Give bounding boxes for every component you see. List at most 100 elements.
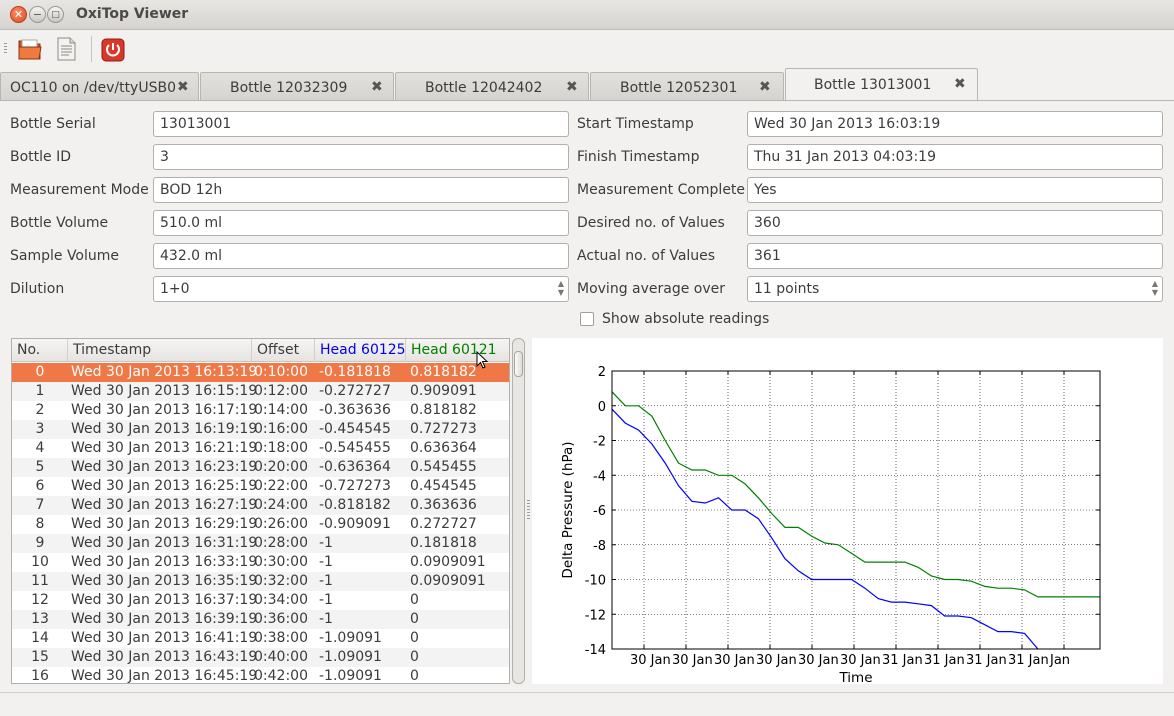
actual-values-field[interactable]: 361	[747, 243, 1163, 269]
table-row[interactable]: 7 Wed 30 Jan 2013 16:27:19 0:24:00 -0.81818…	[12, 496, 509, 515]
readings-table[interactable]: No. Timestamp Offset Head 60125 Head 601…	[11, 338, 510, 684]
dilution-spinbox[interactable]: 1+0 ▲ ▼	[153, 276, 569, 302]
x-tick-label: 31 Jan	[966, 653, 1007, 668]
cell-head-60121: 0.363636	[410, 497, 477, 513]
table-row[interactable]: 5 Wed 30 Jan 2013 16:23:19 0:20:00 -0.63636…	[12, 458, 509, 477]
dilution-spin-arrows-icon[interactable]: ▲ ▼	[557, 279, 565, 297]
finish-timestamp-field[interactable]: Thu 31 Jan 2013 04:03:19	[747, 144, 1163, 170]
tab-close-icon[interactable]: ✖	[759, 79, 771, 95]
moving-average-spin-arrows-icon[interactable]: ▲ ▼	[1151, 279, 1159, 297]
table-row[interactable]: 16 Wed 30 Jan 2013 16:45:19 0:42:00 -1.0909…	[12, 667, 509, 684]
cell-no: 10	[31, 554, 49, 570]
y-tick-label: 0	[598, 400, 606, 415]
bottle-volume-field[interactable]: 510.0 ml	[153, 210, 569, 236]
tab-close-icon[interactable]: ✖	[177, 79, 189, 95]
y-tick-label: -4	[593, 469, 606, 484]
table-row[interactable]: 14 Wed 30 Jan 2013 16:41:19 0:38:00 -1.0909…	[12, 629, 509, 648]
folder-open-icon	[18, 39, 42, 60]
window-minimize-button[interactable]: −	[29, 6, 46, 23]
measurement-complete-label: Measurement Complete	[577, 182, 746, 198]
start-timestamp-label: Start Timestamp	[577, 116, 694, 132]
cell-no: 4	[35, 440, 45, 456]
cell-timestamp: Wed 30 Jan 2013 16:17:19	[71, 402, 258, 418]
bottle-serial-field[interactable]: 13013001	[153, 111, 569, 137]
cell-no: 1	[35, 383, 45, 399]
cell-head-60121: 0	[410, 649, 419, 665]
cell-timestamp: Wed 30 Jan 2013 16:25:19	[71, 478, 258, 494]
cell-head-60121: 0.272727	[410, 516, 477, 532]
tab-bottle-13013001[interactable]: Bottle 13013001 ✖	[785, 68, 978, 101]
sample-volume-field[interactable]: 432.0 ml	[153, 243, 569, 269]
measurement-complete-field[interactable]: Yes	[747, 177, 1163, 203]
cell-offset: 0:36:00	[254, 611, 308, 627]
tab-close-icon[interactable]: ✖	[954, 76, 966, 92]
column-header-offset[interactable]: Offset	[252, 339, 315, 362]
pane-splitter-handle[interactable]	[527, 500, 530, 520]
moving-average-spinbox[interactable]: 11 points ▲ ▼	[747, 276, 1163, 302]
cell-head-60125: -0.727273	[319, 478, 391, 494]
scrollbar-thumb[interactable]	[514, 351, 523, 377]
column-header-timestamp[interactable]: Timestamp	[68, 339, 252, 362]
measurement-mode-field[interactable]: BOD 12h	[153, 177, 569, 203]
start-timestamp-field[interactable]: Wed 30 Jan 2013 16:03:19	[747, 111, 1163, 137]
column-header-no[interactable]: No.	[12, 339, 68, 362]
series-line-head-60125	[611, 408, 1039, 650]
cell-offset: 0:18:00	[254, 440, 308, 456]
cell-timestamp: Wed 30 Jan 2013 16:31:19	[71, 535, 258, 551]
table-row[interactable]: 0 Wed 30 Jan 2013 16:13:19 0:10:00 -0.18181…	[12, 363, 509, 382]
table-vertical-scrollbar[interactable]	[512, 338, 525, 684]
table-row[interactable]: 15 Wed 30 Jan 2013 16:43:19 0:40:00 -1.0909…	[12, 648, 509, 667]
cell-head-60121: 0	[410, 668, 419, 684]
desired-values-field[interactable]: 360	[747, 210, 1163, 236]
cell-head-60121: 0.0909091	[410, 554, 486, 570]
table-row[interactable]: 12 Wed 30 Jan 2013 16:37:19 0:34:00 -1 0	[12, 591, 509, 610]
tab-label: Bottle 13013001	[814, 77, 932, 93]
tab-device[interactable]: OC110 on /dev/ttyUSB0 ✖	[0, 72, 199, 101]
open-button[interactable]	[16, 35, 44, 63]
document-icon	[57, 37, 76, 61]
table-row[interactable]: 1 Wed 30 Jan 2013 16:15:19 0:12:00 -0.27272…	[12, 382, 509, 401]
cell-head-60121: 0	[410, 592, 419, 608]
cell-offset: 0:26:00	[254, 516, 308, 532]
x-tick-label: Jan	[1049, 653, 1070, 668]
cell-head-60121: 0	[410, 611, 419, 627]
bottle-id-field[interactable]: 3	[153, 144, 569, 170]
table-row[interactable]: 6 Wed 30 Jan 2013 16:25:19 0:22:00 -0.72727…	[12, 477, 509, 496]
table-row[interactable]: 8 Wed 30 Jan 2013 16:29:19 0:26:00 -0.90909…	[12, 515, 509, 534]
table-row[interactable]: 3 Wed 30 Jan 2013 16:19:19 0:16:00 -0.45454…	[12, 420, 509, 439]
toolbar-grip[interactable]	[4, 43, 7, 55]
table-row[interactable]: 13 Wed 30 Jan 2013 16:39:19 0:36:00 -1 0	[12, 610, 509, 629]
window-maximize-button[interactable]: □	[47, 6, 64, 23]
table-row[interactable]: 10 Wed 30 Jan 2013 16:33:19 0:30:00 -1 0.090…	[12, 553, 509, 572]
tab-bottle-12052301[interactable]: Bottle 12052301 ✖	[590, 72, 784, 101]
x-tick-label: 30 Jan	[630, 653, 671, 668]
report-button[interactable]	[52, 35, 80, 63]
tab-bottle-12032309[interactable]: Bottle 12032309 ✖	[200, 72, 394, 101]
finish-timestamp-label: Finish Timestamp	[577, 149, 700, 165]
tab-divider	[0, 100, 1174, 101]
cell-offset: 0:40:00	[254, 649, 308, 665]
show-absolute-label: Show absolute readings	[602, 311, 770, 327]
table-row[interactable]: 11 Wed 30 Jan 2013 16:35:19 0:32:00 -1 0.090…	[12, 572, 509, 591]
cell-timestamp: Wed 30 Jan 2013 16:21:19	[71, 440, 258, 456]
y-tick-label: 2	[598, 365, 606, 380]
cell-offset: 0:20:00	[254, 459, 308, 475]
tab-bottle-12042402[interactable]: Bottle 12042402 ✖	[395, 72, 589, 101]
cell-head-60125: -1	[319, 535, 333, 551]
cell-no: 6	[35, 478, 45, 494]
quit-button[interactable]	[99, 35, 127, 63]
column-header-head-60121[interactable]: Head 60121	[411, 342, 497, 358]
cell-offset: 0:42:00	[254, 668, 308, 684]
table-row[interactable]: 4 Wed 30 Jan 2013 16:21:19 0:18:00 -0.54545…	[12, 439, 509, 458]
table-row[interactable]: 9 Wed 30 Jan 2013 16:31:19 0:28:00 -1 0.1818…	[12, 534, 509, 553]
table-row[interactable]: 2 Wed 30 Jan 2013 16:17:19 0:14:00 -0.36363…	[12, 401, 509, 420]
bottle-volume-label: Bottle Volume	[10, 215, 109, 231]
window-close-button[interactable]: ✕	[10, 6, 27, 23]
dilution-value: 1+0	[160, 281, 190, 297]
tab-close-icon[interactable]: ✖	[566, 79, 578, 95]
show-absolute-checkbox[interactable]	[580, 312, 594, 326]
tab-close-icon[interactable]: ✖	[371, 79, 383, 95]
y-tick-label: -2	[593, 435, 606, 450]
cell-timestamp: Wed 30 Jan 2013 16:43:19	[71, 649, 258, 665]
column-header-head-60125[interactable]: Head 60125	[315, 339, 406, 362]
